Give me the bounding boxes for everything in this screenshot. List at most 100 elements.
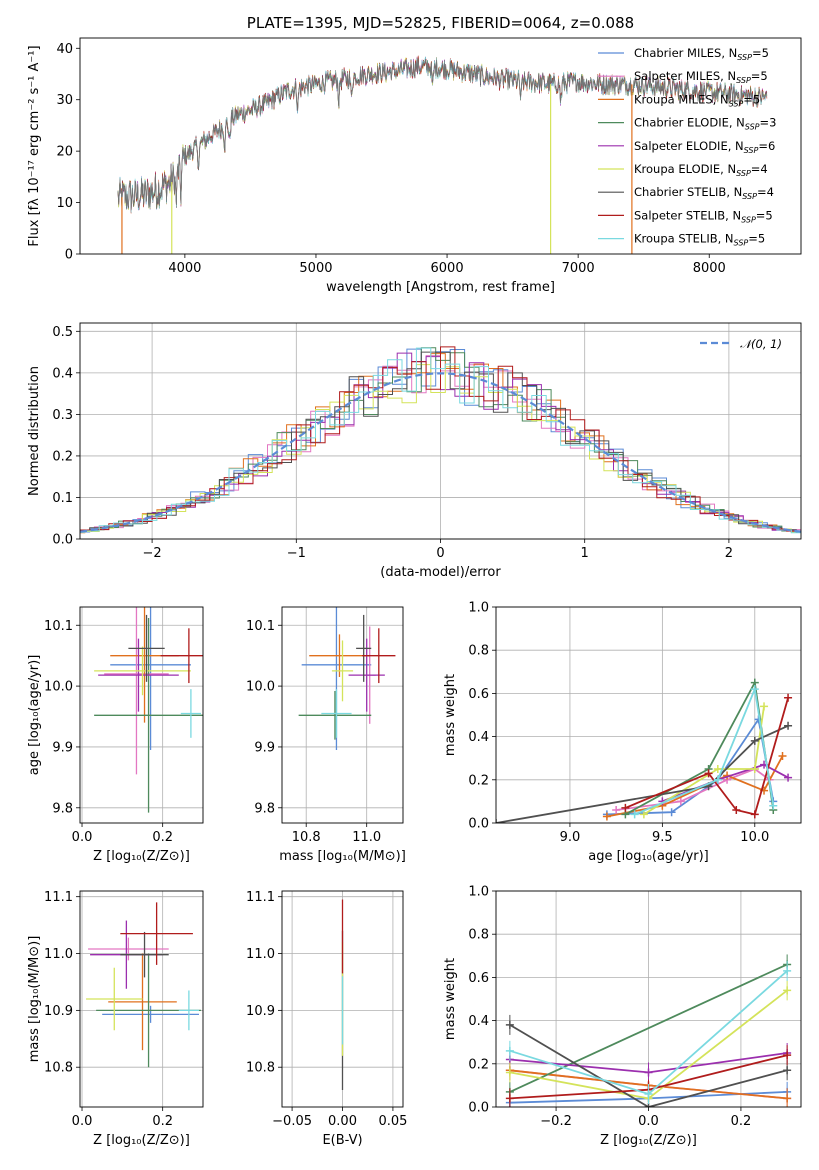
y-tick-label: 10.0 [44, 680, 73, 695]
legend-nssp-subscript: SSP [737, 53, 752, 62]
x-tick-label: 0.0 [72, 830, 93, 845]
y-tick-label: 0.1 [52, 491, 73, 506]
weight-point-marker [784, 693, 793, 702]
y-tick-label: 9.9 [254, 740, 275, 755]
y-axis-label: Flux [fλ 10⁻¹⁷ erg cm⁻² s⁻¹ A⁻¹] [27, 45, 42, 246]
x-tick-label: 9.5 [652, 830, 673, 845]
y-tick-label: 1.0 [468, 885, 489, 900]
y-tick-label: 1.0 [468, 601, 489, 616]
legend-nssp-prefix: , N [718, 232, 734, 246]
legend-entry: Chabrier ELODIE, NSSP=3 [634, 116, 776, 132]
y-tick-label: 0.8 [468, 644, 489, 659]
x-tick-label: 9.0 [560, 830, 581, 845]
weight-point-marker [676, 797, 685, 806]
legend-nssp-prefix: , N [729, 116, 745, 130]
axes-frame [495, 890, 802, 1108]
z-mass-data [86, 902, 201, 1068]
weight-point-marker [639, 810, 648, 819]
errorbar-point [321, 689, 352, 738]
y-tick-label: 10.9 [246, 1004, 275, 1019]
legend-nssp-value: =5 [751, 69, 768, 83]
weight-point-marker [760, 702, 769, 711]
x-tick-label: 0.2 [731, 1114, 752, 1129]
y-tick-label: 0.2 [468, 773, 489, 788]
z-weight-axes: −0.2 0.0 0.2 0.0 0.2 0.4 0.6 0.8 1.0 Z [log₁₀(Z/Z… [443, 885, 802, 1148]
ebv-mass-axes: −0.05 0.00 0.05 10.8 10.9 11.0 11.1 E(B-V) [246, 890, 407, 1148]
age-weight-data [496, 678, 793, 823]
legend-entry: 𝒩(0, 1) [740, 337, 782, 351]
axes-frame [79, 37, 802, 255]
z-age-axes: 0.0 0.2 9.8 9.9 10.0 10.1 Z [log₁₀(Z/Z⊙)] age [… [27, 606, 204, 864]
weight-point-marker [704, 769, 713, 778]
x-tick-label: 7000 [562, 261, 595, 276]
legend-nssp-subscript: SSP [745, 123, 760, 132]
y-tick-label: 0.6 [468, 687, 489, 702]
legend-entry: Chabrier STELIB, NSSP=4 [634, 185, 774, 201]
errorbar-point [110, 607, 191, 750]
weight-point-marker [750, 685, 759, 694]
x-tick-label: 0.05 [378, 1114, 407, 1129]
y-tick-label: 0.3 [52, 408, 73, 423]
legend-nssp-subscript: SSP [736, 169, 751, 178]
mass-age-axes: 10.8 11.0 9.8 9.9 10.0 10.1 mass [log₁₀(M/M⊙)] [246, 606, 406, 864]
legend-entry: Salpeter STELIB, NSSP=5 [634, 208, 773, 224]
errorbar-point [180, 689, 201, 738]
legend-nssp-value: =5 [752, 46, 769, 60]
legend-name: Kroupa MILES [634, 92, 713, 106]
x-tick-label: 0.2 [152, 830, 173, 845]
x-tick-label: 0.0 [72, 1114, 93, 1129]
y-tick-label: 0.0 [468, 1101, 489, 1116]
y-tick-label: 11.0 [44, 947, 73, 962]
axes-frame [79, 890, 204, 1108]
weight-series-line [634, 685, 775, 816]
y-tick-label: 0.4 [52, 366, 73, 381]
legend-nssp-value: =5 [756, 208, 773, 222]
weight-point-marker [630, 810, 639, 819]
y-tick-label: 9.9 [52, 740, 73, 755]
legend-name: Chabrier ELODIE [634, 116, 729, 130]
errorbar-point [104, 607, 169, 775]
x-axis-label: wavelength [Angstrom, rest frame] [326, 280, 555, 295]
errorbar-point [120, 931, 169, 978]
weight-point-marker [778, 752, 787, 761]
y-tick-label: 10.9 [44, 1004, 73, 1019]
legend-nssp-subscript: SSP [741, 215, 756, 224]
x-tick-label: 4000 [168, 261, 201, 276]
legend-name: Salpeter ELODIE [634, 139, 728, 153]
errorbar-point [298, 690, 372, 740]
y-tick-label: 10 [56, 196, 73, 211]
y-tick-label: 0.2 [52, 449, 73, 464]
legend-entry: Salpeter ELODIE, NSSP=6 [634, 139, 775, 155]
legend-name: Salpeter MILES [634, 69, 720, 83]
errorbar-point [120, 902, 193, 965]
y-axis-label: mass weight [443, 958, 458, 1040]
weight-point-marker [732, 806, 741, 815]
legend-entry: Chabrier MILES, NSSP=5 [634, 46, 769, 62]
weight-series-line [509, 963, 788, 1093]
spectrum-data [117, 55, 768, 254]
weight-point-marker [750, 765, 759, 773]
spectrum-axes: 4000 5000 6000 7000 8000 0 10 20 30 40 wavelength … [27, 14, 802, 295]
y-tick-label: 0.2 [468, 1057, 489, 1072]
weight-point-marker [667, 808, 676, 817]
axes-frame [495, 606, 802, 824]
x-tick-label: −0.2 [540, 1114, 572, 1129]
weight-series-line [496, 724, 789, 823]
histogram-step [80, 346, 801, 533]
legend-entry: Kroupa ELODIE, NSSP=4 [634, 162, 768, 178]
residuals-axes: −2 −1 0 1 2 0.0 0.1 0.2 0.3 0.4 0.5 (data-model)/er… [27, 322, 802, 580]
y-tick-label: 9.8 [254, 801, 275, 816]
legend-nssp-prefix: , N [725, 208, 741, 222]
errorbar-point [94, 617, 203, 813]
x-axis-label: age [log₁₀(age/yr)] [588, 849, 709, 864]
x-tick-label: 8000 [693, 261, 726, 276]
legend-nssp-subscript: SSP [729, 99, 744, 108]
y-tick-label: 10.1 [44, 619, 73, 634]
weight-point-marker [713, 775, 722, 784]
legend-entry: Kroupa MILES, NSSP=5 [634, 92, 760, 108]
errorbar-point [108, 953, 177, 1051]
weight-point-marker [750, 736, 759, 745]
errorbar-point [128, 614, 165, 682]
x-tick-label: 5000 [299, 261, 332, 276]
